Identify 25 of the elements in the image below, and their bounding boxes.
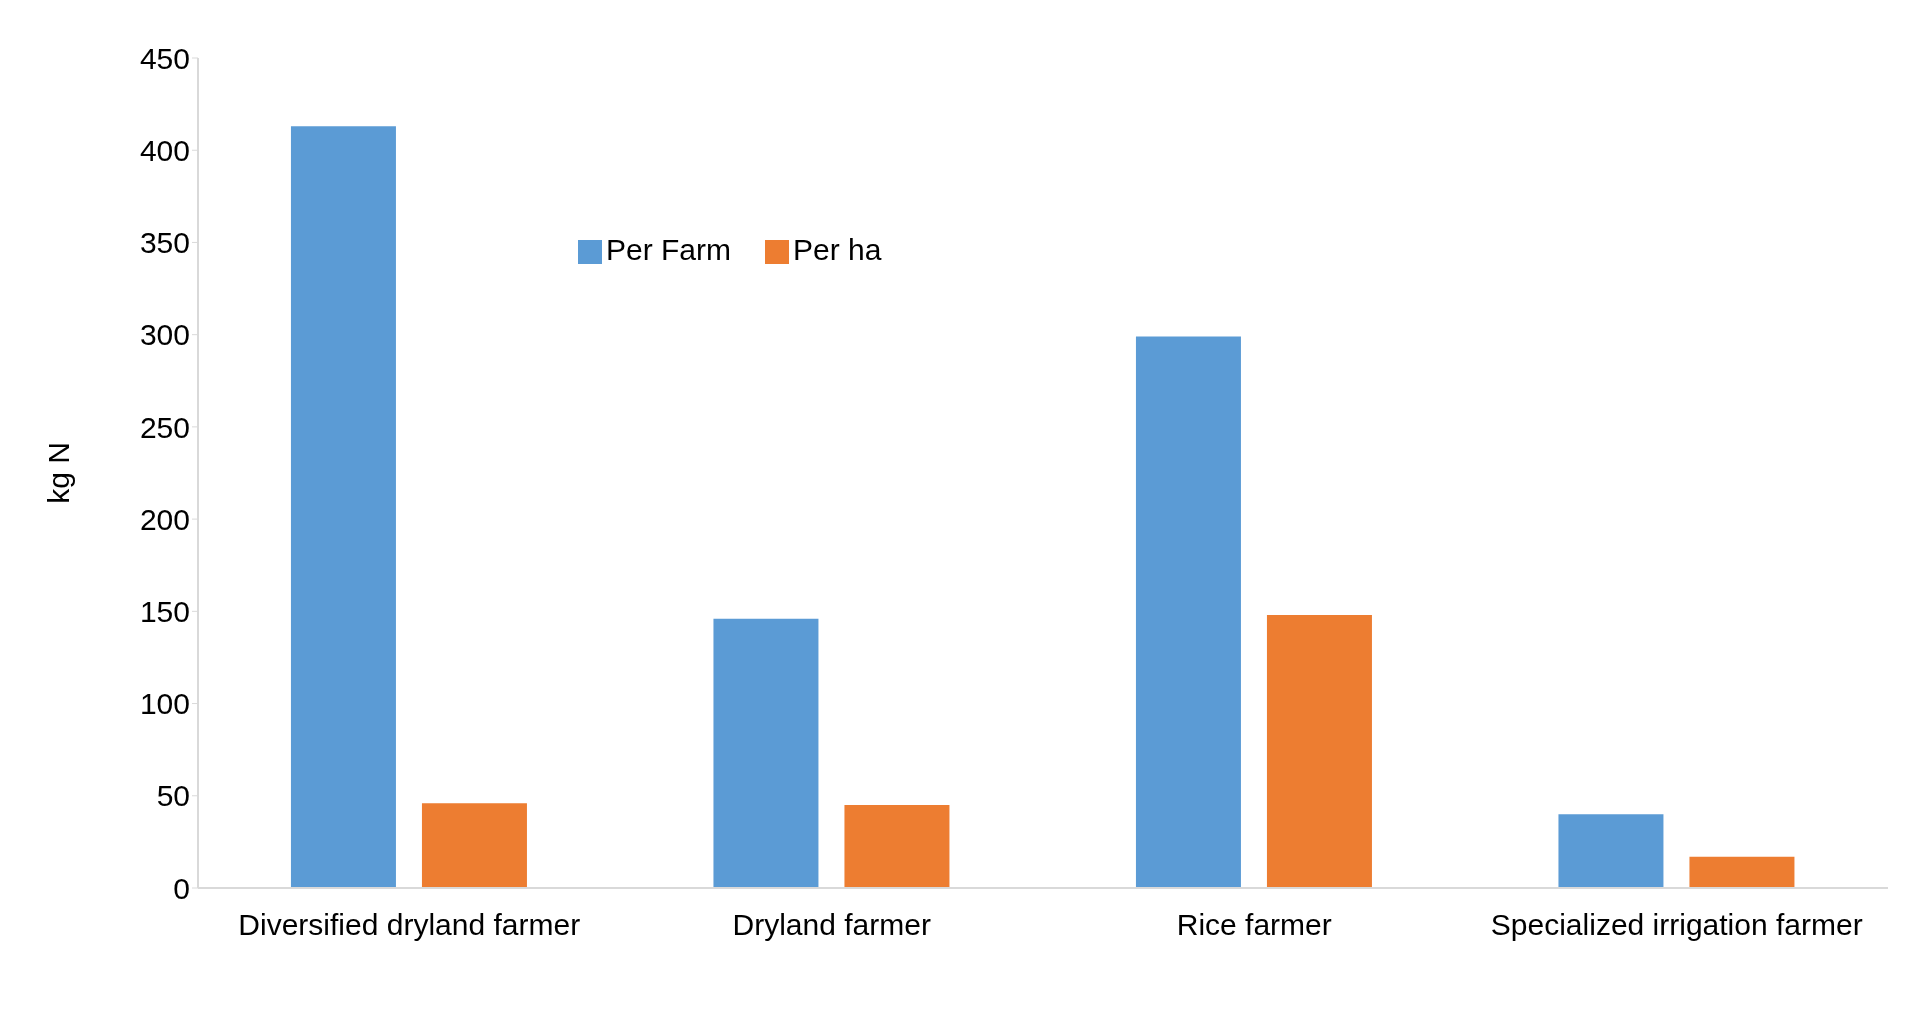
y-tick-label: 250 [139, 410, 190, 444]
y-tick-label: 400 [139, 133, 190, 167]
bar [844, 805, 950, 888]
y-tick-label: 450 [139, 41, 190, 75]
bar [1266, 615, 1372, 888]
bar [290, 126, 396, 888]
y-tick-label: 100 [139, 687, 190, 721]
bar [1558, 814, 1664, 888]
bar [1135, 336, 1241, 888]
legend-label: Per ha [793, 233, 882, 266]
x-tick-label: Dryland farmer [732, 908, 931, 942]
x-tick-label: Specialized irrigation farmer [1490, 908, 1863, 942]
x-tick-label: Diversified dryland farmer [238, 908, 581, 942]
bar [1689, 856, 1795, 888]
y-tick-label: 0 [173, 871, 190, 905]
y-tick-label: 350 [139, 226, 190, 260]
y-tick-label: 50 [156, 779, 190, 813]
legend-label: Per Farm [606, 233, 732, 266]
bar [713, 618, 819, 888]
x-tick-label: Rice farmer [1176, 908, 1332, 942]
y-axis-title: kg N [41, 442, 75, 504]
y-tick-label: 300 [139, 318, 190, 352]
bar [421, 803, 527, 888]
y-tick-label: 200 [139, 502, 190, 536]
y-tick-label: 150 [139, 594, 190, 628]
